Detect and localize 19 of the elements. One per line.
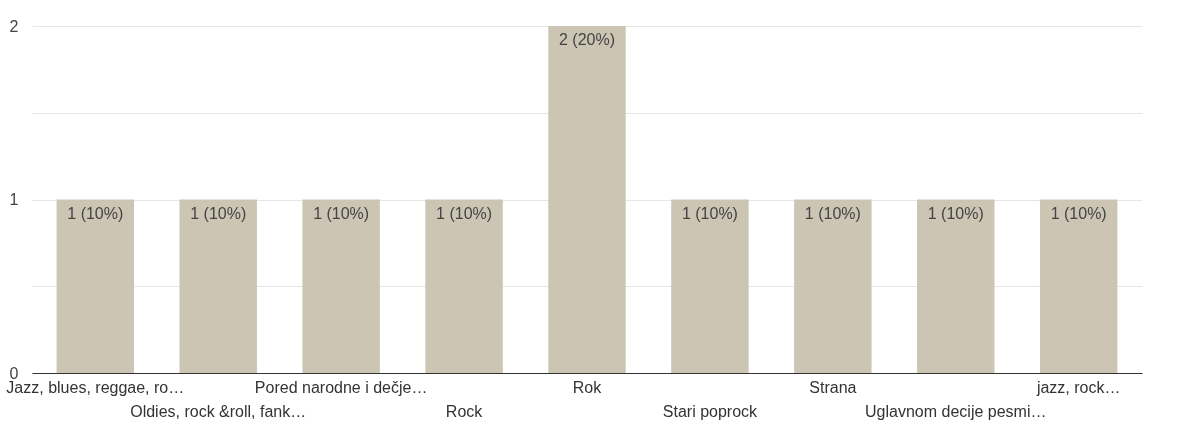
data-label: 1 (10%) (190, 204, 247, 222)
data-label: 1 (10%) (681, 204, 738, 222)
data-label: 1 (10%) (436, 204, 493, 222)
x-tick-label: Rock (445, 402, 484, 420)
data-label: 1 (10%) (804, 204, 861, 222)
x-tick-label: jazz, rock… (1035, 378, 1121, 396)
y-tick-label: 2 (9, 17, 19, 35)
data-label: 1 (10%) (927, 204, 984, 222)
x-tick-label: Oldies, rock &roll, fank… (130, 402, 307, 420)
x-tick-label: Uglavnom decije pesmi… (865, 402, 1047, 420)
data-label: 1 (10%) (313, 204, 370, 222)
x-tick-label: Pored narodne i dečje… (254, 378, 428, 396)
y-tick-label: 1 (9, 191, 19, 208)
x-tick-label: Rok (572, 378, 603, 396)
data-label: 1 (10%) (67, 204, 124, 222)
data-label: 1 (10%) (1050, 204, 1107, 222)
data-label: 2 (20%) (558, 31, 616, 48)
x-tick-label: Stari poprock (662, 402, 759, 420)
x-tick-label: Strana (809, 378, 857, 396)
